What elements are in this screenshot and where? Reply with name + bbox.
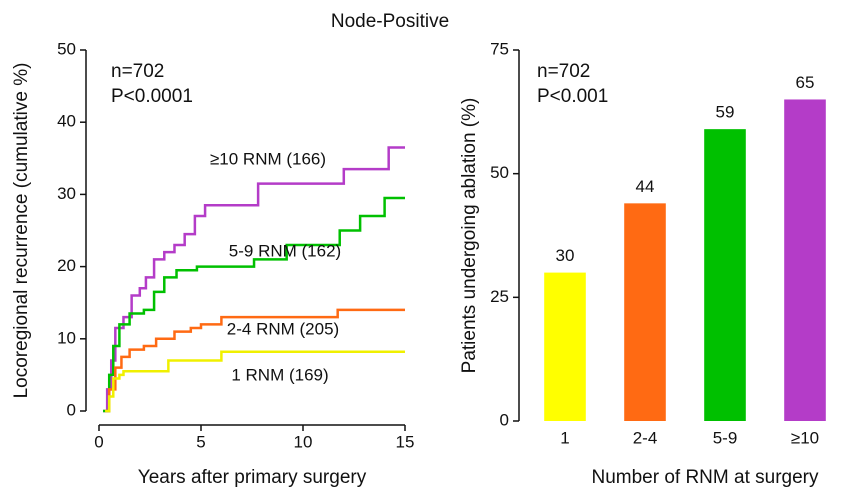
x-tick-label: 15	[396, 432, 415, 451]
x-tick-label: 5	[196, 432, 205, 451]
y-tick-label: 75	[490, 39, 509, 58]
bar	[624, 203, 666, 421]
annotation: n=702	[537, 61, 590, 82]
annotation: P<0.001	[537, 86, 608, 107]
y-tick-label: 10	[57, 328, 76, 347]
y-tick-label: 50	[490, 163, 509, 182]
y-tick-label: 25	[490, 287, 509, 306]
x-tick-label: 2-4	[633, 428, 658, 447]
value-label: 30	[556, 246, 575, 265]
x-tick-label: 0	[94, 432, 103, 451]
series-label: 2-4 RNM (205)	[227, 319, 339, 338]
x-axis-label: Years after primary surgery	[138, 467, 367, 488]
x-tick-label: ≥10	[791, 428, 819, 447]
bar	[544, 272, 586, 421]
x-tick-label: 10	[294, 432, 313, 451]
x-tick-label: 5-9	[713, 428, 738, 447]
value-label: 44	[636, 177, 655, 196]
y-tick-label: 30	[57, 184, 76, 203]
y-tick-label: 50	[57, 39, 76, 58]
figure-title: Node-Positive	[331, 11, 449, 32]
series-label: 5-9 RNM (162)	[229, 241, 341, 260]
annotation: n=702	[111, 61, 164, 82]
y-tick-label: 0	[500, 410, 509, 429]
annotation: P<0.0001	[111, 86, 193, 107]
series-label: ≥10 RNM (166)	[210, 149, 326, 168]
bar	[784, 99, 826, 421]
value-label: 59	[716, 103, 735, 122]
y-tick-label: 20	[57, 256, 76, 275]
series-line	[105, 350, 405, 413]
bar	[704, 129, 746, 421]
x-axis-label: Number of RNM at surgery	[591, 467, 819, 488]
y-axis-label: Locoregional recurrence (cumulative %)	[11, 63, 32, 399]
series-line	[103, 146, 405, 413]
series-line	[105, 308, 405, 413]
y-tick-label: 40	[57, 112, 76, 131]
y-tick-label: 0	[67, 400, 76, 419]
y-axis-label: Patients undergoing ablation (%)	[459, 98, 480, 374]
value-label: 65	[796, 73, 815, 92]
series-label: 1 RNM (169)	[231, 365, 328, 384]
x-tick-label: 1	[560, 428, 569, 447]
series-line	[103, 196, 405, 413]
